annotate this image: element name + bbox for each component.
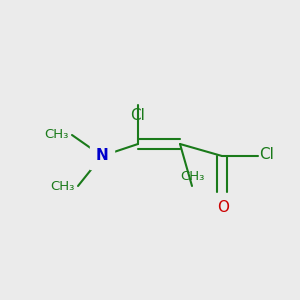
Text: N: N <box>96 148 108 164</box>
Text: CH₃: CH₃ <box>51 179 75 193</box>
Text: O: O <box>218 200 230 214</box>
Text: CH₃: CH₃ <box>45 128 69 142</box>
Text: Cl: Cl <box>130 108 146 123</box>
Text: Cl: Cl <box>260 147 274 162</box>
Text: CH₃: CH₃ <box>180 170 204 183</box>
